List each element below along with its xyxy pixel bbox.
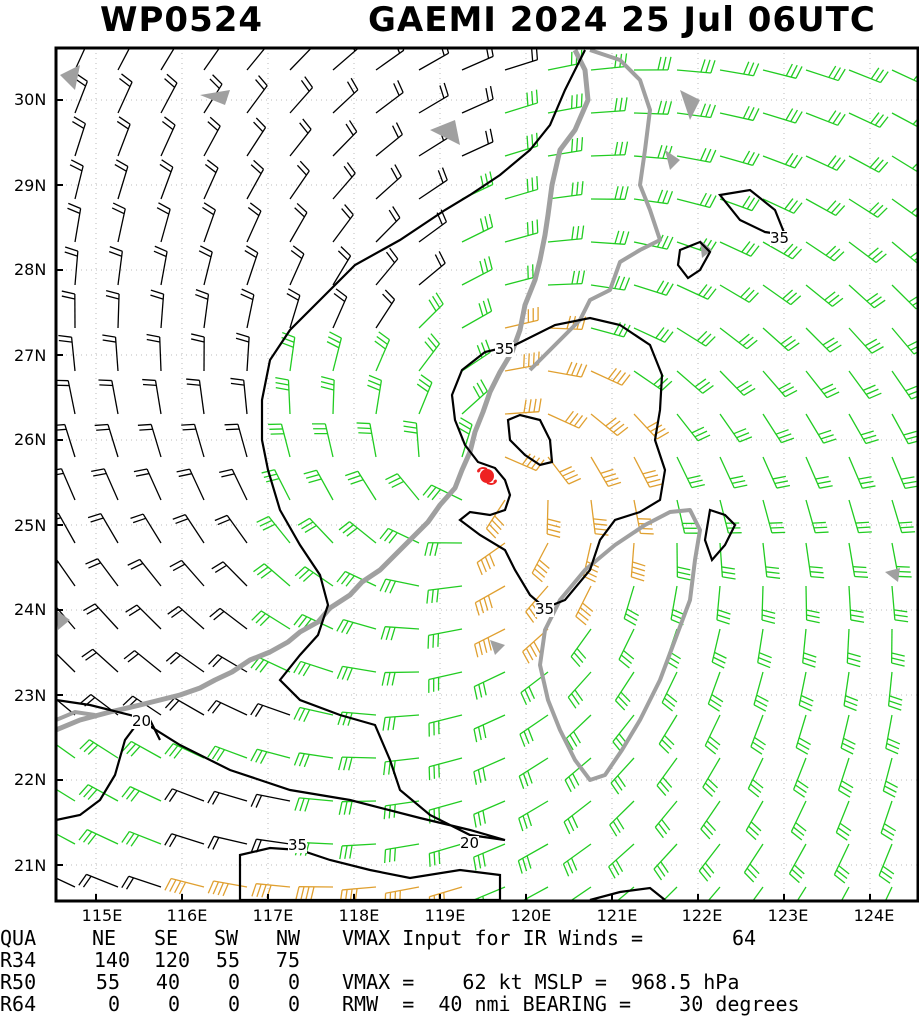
vmax-mslp-line: VMAX = 62 kt MSLP = 968.5 hPa: [342, 972, 739, 992]
lat-label: 21N: [14, 856, 46, 875]
lat-label: 24N: [14, 600, 46, 619]
r64-se: 0: [140, 994, 180, 1014]
r64-sw: 0: [190, 994, 240, 1014]
r50-se: 40: [140, 972, 180, 992]
lon-label: 118E: [329, 906, 389, 925]
lat-label: 23N: [14, 686, 46, 705]
r34-sw: 55: [190, 950, 240, 970]
lon-label: 119E: [415, 906, 475, 925]
lat-label: 26N: [14, 430, 46, 449]
table-header-ne: NE: [92, 928, 116, 948]
contour-label: 35: [288, 838, 307, 853]
row-label-r34: R34: [0, 950, 36, 970]
lat-label: 30N: [14, 90, 46, 109]
table-header-qua: QUA: [0, 928, 36, 948]
contour-label: 20: [460, 836, 479, 851]
r64-nw: 0: [250, 994, 300, 1014]
lon-label: 121E: [587, 906, 647, 925]
lon-label: 117E: [243, 906, 303, 925]
contour-label: 20: [132, 714, 151, 729]
r50-ne: 55: [80, 972, 120, 992]
r34-nw: 75: [250, 950, 300, 970]
table-header-nw: NW: [276, 928, 300, 948]
vmax-input-text: VMAX Input for IR Winds =: [342, 928, 643, 948]
lon-label: 124E: [844, 906, 904, 925]
row-label-r64: R64: [0, 994, 36, 1014]
r64-ne: 0: [80, 994, 120, 1014]
lon-label: 120E: [501, 906, 561, 925]
table-header-sw: SW: [214, 928, 238, 948]
contour-label: 35: [770, 231, 789, 246]
lat-label: 28N: [14, 260, 46, 279]
row-label-r50: R50: [0, 972, 36, 992]
table-header-se: SE: [154, 928, 178, 948]
contour-label: 35: [535, 602, 554, 617]
lat-label: 27N: [14, 346, 46, 365]
lat-label: 22N: [14, 770, 46, 789]
wind-field-map: [0, 0, 919, 925]
r34-se: 120: [140, 950, 190, 970]
lon-label: 116E: [157, 906, 217, 925]
r34-ne: 140: [80, 950, 130, 970]
lon-label: 115E: [72, 906, 132, 925]
lat-label: 25N: [14, 516, 46, 535]
lon-label: 123E: [758, 906, 818, 925]
wind-radii-table: QUA NE SE SW NW VMAX Input for IR Winds …: [0, 925, 919, 1014]
r50-nw: 0: [250, 972, 300, 992]
contour-label: 35: [495, 342, 514, 357]
vmax-input-value: 64: [732, 928, 756, 948]
lat-label: 29N: [14, 176, 46, 195]
lon-label: 122E: [672, 906, 732, 925]
r50-sw: 0: [190, 972, 240, 992]
rmw-bearing-line: RMW = 40 nmi BEARING = 30 degrees: [342, 994, 800, 1014]
